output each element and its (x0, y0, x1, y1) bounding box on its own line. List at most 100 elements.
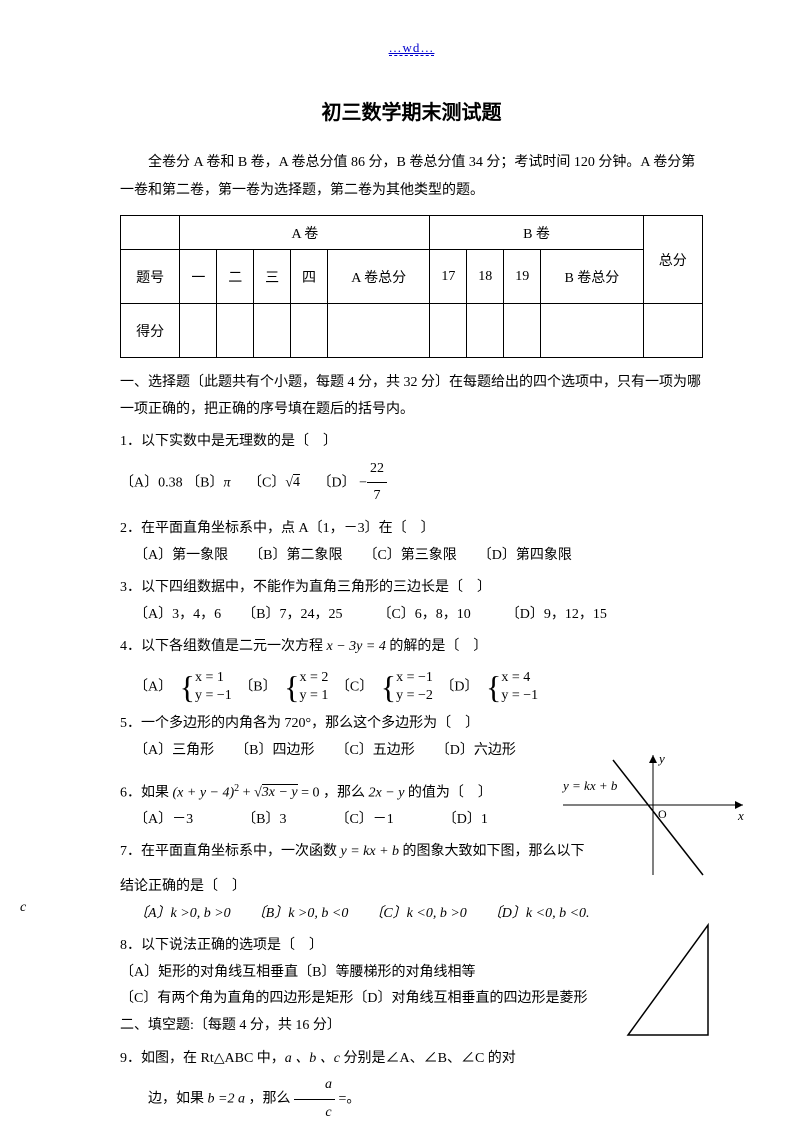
q4-eq: x − 3y = 4 (327, 639, 386, 654)
brace-icon: { (284, 671, 299, 703)
question-2: 2．在平面直角坐标系中，点 A〔1，－3〕在〔 〕 〔A〕第一象限 〔B〕第二象… (120, 516, 703, 569)
brace-icon: { (180, 671, 195, 703)
q6-mid: = 0 ，那么 (298, 785, 369, 800)
q4-c: {x = −1y = −2 (381, 669, 433, 705)
q8-opt-b: 〔C〕有两个角为直角的四边形是矩形〔D〕对角线互相垂直的四边形是菱形 (120, 986, 703, 1013)
q1-b-label: 〔B〕 (186, 475, 223, 490)
q1-b-val: π (223, 475, 230, 490)
q6-sq: 2 (234, 783, 239, 794)
triangle-shape (628, 925, 708, 1035)
q4-a-y: y = −1 (195, 688, 232, 703)
q9-pre: 9．如图，在 Rt△ABC 中， (120, 1051, 285, 1066)
question-1: 1．以下实数中是无理数的是〔 〕 〔A〕0.38 〔B〕π 〔C〕√4 〔D〕 … (120, 429, 703, 510)
q4-pre: 4．以下各组数值是二元一次方程 (120, 639, 327, 654)
page-title: 初三数学期末测试题 (120, 96, 703, 125)
question-4: 4．以下各组数值是二元一次方程 x − 3y = 4 的解的是〔 〕 〔A〕 {… (120, 634, 703, 705)
y-axis-label: y (657, 751, 665, 766)
q4-options: 〔A〕 {x = 1y = −1 〔B〕 {x = 2y = 1 〔C〕 {x … (134, 669, 703, 705)
q5-text: 5．一个多边形的内角各为 720°，那么这个多边形为〔 〕 (120, 711, 703, 738)
col-a1: 一 (180, 250, 217, 304)
score-b1 (430, 304, 467, 358)
score-a4 (291, 304, 328, 358)
right-triangle (618, 920, 738, 1050)
blank-cell (121, 216, 180, 250)
triangle-svg (618, 920, 738, 1050)
q9-eq: b =2 a (208, 1091, 245, 1106)
col-a5: A 卷总分 (327, 250, 429, 304)
q9-post: 分别是∠A、∠B、∠C 的对 (340, 1051, 516, 1066)
question-3: 3．以下四组数据中，不能作为直角三角形的三边长是〔 〕 〔A〕3，4，6 〔B〕… (120, 575, 703, 628)
x-axis-label: x (737, 808, 744, 823)
q9-line1: 9．如图，在 Rt△ABC 中，a 、b 、c 分别是∠A、∠B、∠C 的对 (120, 1046, 703, 1073)
q4-d-y: y = −1 (501, 688, 538, 703)
question-8: 8．以下说法正确的选项是〔 〕 〔A〕矩形的对角线互相垂直〔B〕等腰梯形的对角线… (120, 933, 703, 1013)
q2-text: 2．在平面直角坐标系中，点 A〔1，－3〕在〔 〕 (120, 516, 703, 543)
q9-den: c (294, 1100, 335, 1126)
q1-options: 〔A〕0.38 〔B〕π 〔C〕√4 〔D〕 −227 (120, 456, 703, 510)
q4-a: {x = 1 y = −1 (180, 669, 232, 705)
q1-a: 〔A〕0.38 (120, 475, 183, 490)
y-arrow-icon (649, 755, 657, 763)
q6-post: 的值为〔 〕 (404, 785, 492, 800)
q1-c-label: 〔C〕 (248, 475, 285, 490)
q4-d: {x = 4y = −1 (486, 669, 538, 705)
q4-text: 4．以下各组数值是二元一次方程 x − 3y = 4 的解的是〔 〕 (120, 634, 703, 661)
row-label-1: 题号 (121, 250, 180, 304)
col-a4: 四 (291, 250, 328, 304)
question-9: 9．如图，在 Rt△ABC 中，a 、b 、c 分别是∠A、∠B、∠C 的对 边… (120, 1046, 703, 1126)
q1-d-num: 22 (367, 456, 387, 484)
q9-vars: a 、b 、c (285, 1051, 340, 1066)
q6-e1: (x + y − 4) (173, 785, 235, 800)
q9-line2: 边，如果 b =2 a ，那么 ac =。 (120, 1072, 703, 1126)
line-label: y = kx + b (561, 778, 618, 793)
total-header: 总分 (643, 216, 702, 304)
header-link: …wd… (120, 40, 703, 56)
q1-d-den: 7 (367, 483, 387, 510)
q2-options: 〔A〕第一象限 〔B〕第二象限 〔C〕第三象限 〔D〕第四象限 (120, 543, 703, 570)
c-marker: c (20, 900, 26, 916)
q1-d-label: 〔D〕 (318, 475, 356, 490)
col-a2: 二 (217, 250, 254, 304)
score-a3 (254, 304, 291, 358)
q7-d: 〔D〕k <0, b <0. (495, 906, 590, 921)
linear-graph: y x O y = kx + b (553, 745, 753, 895)
q4-b-x: x = 2 (299, 670, 328, 685)
sqrt-icon: √3x − y (254, 784, 298, 800)
graph-svg: y x O y = kx + b (553, 745, 753, 895)
q6-e3: 2x − y (369, 785, 405, 800)
score-a5 (327, 304, 429, 358)
score-b3 (504, 304, 541, 358)
q4-a-label: 〔A〕 (134, 679, 172, 694)
section2-header: 二、填空题:〔每题 4 分，共 16 分〕 (120, 1013, 703, 1040)
q4-d-x: x = 4 (501, 670, 530, 685)
q4-post: 的解的是〔 〕 (386, 639, 488, 654)
q7-pre: 7．在平面直角坐标系中，一次函数 (120, 844, 341, 859)
col-a3: 三 (254, 250, 291, 304)
q7-options: 〔A〕k >0, b >0 〔B〕k >0, b <0 〔C〕k <0, b >… (120, 901, 703, 928)
q4-c-label: 〔C〕 (336, 679, 373, 694)
q4-a-x: x = 1 (195, 670, 224, 685)
intro-text: 全卷分 A 卷和 B 卷，A 卷总分值 86 分，B 卷总分值 34 分；考试时… (120, 149, 703, 205)
row-label-2: 得分 (121, 304, 180, 358)
q3-options: 〔A〕3，4，6 〔B〕7，24，25 〔C〕6，8，10 〔D〕9，12，15 (120, 602, 703, 629)
score-b2 (467, 304, 504, 358)
q1-d-frac: 227 (367, 456, 387, 510)
q9-num: a (294, 1072, 335, 1100)
q9-l2-post: =。 (335, 1091, 360, 1106)
col-b4: B 卷总分 (541, 250, 643, 304)
section1-header: 一、选择题〔此题共有个小题，每题 4 分，共 32 分〕在每题给出的四个选项中，… (120, 370, 703, 423)
score-b4 (541, 304, 643, 358)
q9-frac: ac (294, 1072, 335, 1126)
q7-func: y = kx + b (341, 844, 400, 859)
q7-b: 〔B〕k >0, b <0 (259, 906, 349, 921)
q8-opt-a: 〔A〕矩形的对角线互相垂直〔B〕等腰梯形的对角线相等 (120, 960, 703, 987)
q4-b: {x = 2y = 1 (284, 669, 328, 705)
q8-text: 8．以下说法正确的选项是〔 〕 (120, 933, 703, 960)
q9-l2-mid: ，那么 (245, 1091, 294, 1106)
wd-link[interactable]: …wd… (389, 40, 435, 56)
b-section-header: B 卷 (430, 216, 643, 250)
brace-icon: { (381, 671, 396, 703)
q1-text: 1．以下实数中是无理数的是〔 〕 (120, 429, 703, 456)
score-a2 (217, 304, 254, 358)
q4-c-y: y = −2 (396, 688, 433, 703)
